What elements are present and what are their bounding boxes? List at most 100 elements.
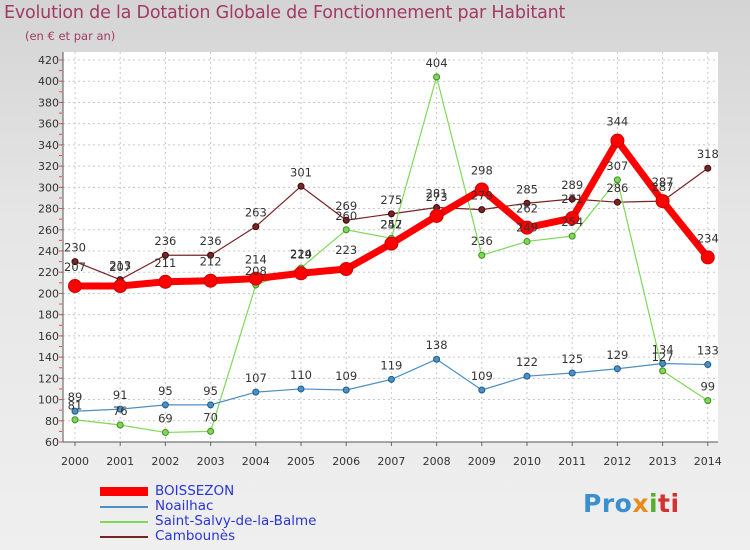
data-label-noailhac: 119	[380, 358, 402, 372]
x-tick-label: 2005	[287, 455, 315, 468]
data-point-camboun-s	[613, 198, 621, 206]
data-point-camboun-s	[478, 206, 486, 214]
logo-part-2: x	[632, 489, 649, 518]
data-point-boissezon	[248, 271, 263, 286]
y-tick-label: 140	[38, 351, 59, 364]
y-tick-label: 320	[38, 160, 59, 173]
data-point-boissezon	[565, 211, 580, 226]
data-label-boissezon: 219	[290, 247, 312, 261]
y-tick-label: 260	[38, 224, 59, 237]
data-label-noailhac: 133	[697, 344, 719, 358]
y-tick-label: 360	[38, 118, 59, 131]
data-point-saint-salvy-de-la-balme	[659, 367, 667, 375]
data-point-boissezon	[294, 266, 308, 281]
x-tick-label: 2011	[558, 455, 586, 468]
data-point-saint-salvy-de-la-balme	[704, 397, 712, 405]
data-label-saint-salvy-de-la-balme: 307	[606, 159, 628, 173]
data-label-boissezon: 214	[245, 253, 267, 267]
data-point-noailhac	[297, 385, 305, 393]
y-tick-label: 80	[45, 415, 59, 428]
data-point-boissezon	[429, 208, 444, 223]
proxiti-logo: Proxiti	[583, 489, 680, 518]
data-label-camboun-s: 230	[64, 241, 86, 255]
data-point-camboun-s	[342, 216, 350, 224]
data-label-noailhac: 129	[606, 348, 628, 362]
y-tick-label: 160	[38, 330, 59, 343]
data-point-boissezon	[339, 262, 354, 277]
legend-item-boissezon: BOISSEZON	[100, 483, 400, 500]
x-tick-label: 2010	[513, 455, 541, 468]
data-point-saint-salvy-de-la-balme	[523, 237, 531, 245]
y-tick-label: 220	[38, 266, 59, 279]
data-point-camboun-s	[523, 199, 531, 207]
x-tick-label: 2008	[423, 455, 451, 468]
y-tick-label: 120	[38, 372, 59, 385]
data-label-saint-salvy-de-la-balme: 208	[245, 264, 267, 278]
legend-label-boissezon: BOISSEZON	[155, 483, 235, 499]
data-label-camboun-s: 236	[154, 234, 176, 248]
data-label-boissezon: 273	[426, 190, 448, 204]
legend-item-cambounes: Cambounès	[100, 528, 400, 545]
data-label-camboun-s: 286	[606, 181, 628, 195]
legend-label-noailhac: Noailhac	[155, 498, 214, 514]
y-tick-label: 380	[38, 96, 59, 109]
logo-part-4: ti	[658, 489, 680, 518]
data-point-camboun-s	[252, 223, 260, 231]
line-chart: 60 80 100 120 140 160 180 200 220 240 260 280 300 320…	[38, 52, 722, 468]
data-point-boissezon	[113, 279, 128, 294]
data-point-camboun-s	[71, 258, 79, 266]
data-label-camboun-s: 281	[426, 186, 448, 200]
legend-item-noailhac: Noailhac	[100, 498, 400, 515]
data-label-camboun-s: 287	[652, 180, 674, 194]
data-point-saint-salvy-de-la-balme	[478, 251, 486, 259]
data-point-noailhac	[342, 386, 350, 394]
data-point-noailhac	[387, 375, 395, 383]
data-label-boissezon: 212	[200, 255, 222, 269]
data-point-saint-salvy-de-la-balme	[116, 421, 124, 429]
data-point-boissezon	[520, 220, 534, 235]
data-label-noailhac: 95	[158, 384, 173, 398]
x-tick-label: 2001	[106, 455, 134, 468]
data-point-boissezon	[158, 274, 173, 289]
x-tick-label: 2007	[377, 455, 405, 468]
data-point-saint-salvy-de-la-balme	[71, 416, 79, 424]
data-point-saint-salvy-de-la-balme	[161, 428, 169, 436]
x-tick-label: 2006	[332, 455, 360, 468]
y-tick-label: 100	[38, 394, 59, 407]
legend-swatch-boissezon	[100, 487, 148, 496]
data-label-noailhac: 138	[426, 338, 448, 352]
data-label-noailhac: 109	[335, 369, 357, 383]
data-label-camboun-s: 285	[516, 182, 538, 196]
data-label-noailhac: 91	[113, 388, 128, 402]
data-label-saint-salvy-de-la-balme: 69	[158, 411, 173, 425]
data-label-noailhac: 122	[516, 355, 538, 369]
legend-label-saint-salvy: Saint-Salvy-de-la-Balme	[155, 513, 317, 529]
legend-swatch-noailhac	[100, 506, 148, 508]
data-point-noailhac	[704, 361, 712, 369]
y-tick-label: 400	[38, 75, 59, 88]
data-label-camboun-s: 318	[697, 147, 719, 161]
x-tick-label: 2013	[649, 455, 677, 468]
data-point-noailhac	[523, 372, 531, 380]
data-label-noailhac: 110	[290, 368, 312, 382]
x-tick-label: 2003	[197, 455, 225, 468]
data-label-boissezon: 287	[652, 175, 674, 189]
data-point-noailhac	[568, 369, 576, 377]
data-label-boissezon: 247	[380, 218, 402, 232]
data-label-saint-salvy-de-la-balme: 224	[290, 247, 312, 261]
legend-label-cambounes: Cambounès	[155, 528, 236, 544]
y-tick-label: 420	[38, 54, 59, 67]
y-tick-label: 60	[45, 436, 59, 449]
data-label-noailhac: 89	[68, 390, 83, 404]
data-point-camboun-s	[387, 210, 395, 218]
data-label-camboun-s: 236	[200, 234, 222, 248]
data-label-noailhac: 109	[471, 369, 493, 383]
data-label-boissezon: 344	[606, 115, 628, 129]
data-point-noailhac	[252, 388, 260, 396]
data-label-camboun-s: 269	[335, 199, 357, 213]
logo-part-1: Pro	[583, 489, 633, 518]
data-point-boissezon	[700, 250, 715, 265]
data-label-camboun-s: 275	[380, 193, 402, 207]
data-point-camboun-s	[568, 195, 576, 203]
data-label-saint-salvy-de-la-balme: 260	[335, 209, 357, 223]
